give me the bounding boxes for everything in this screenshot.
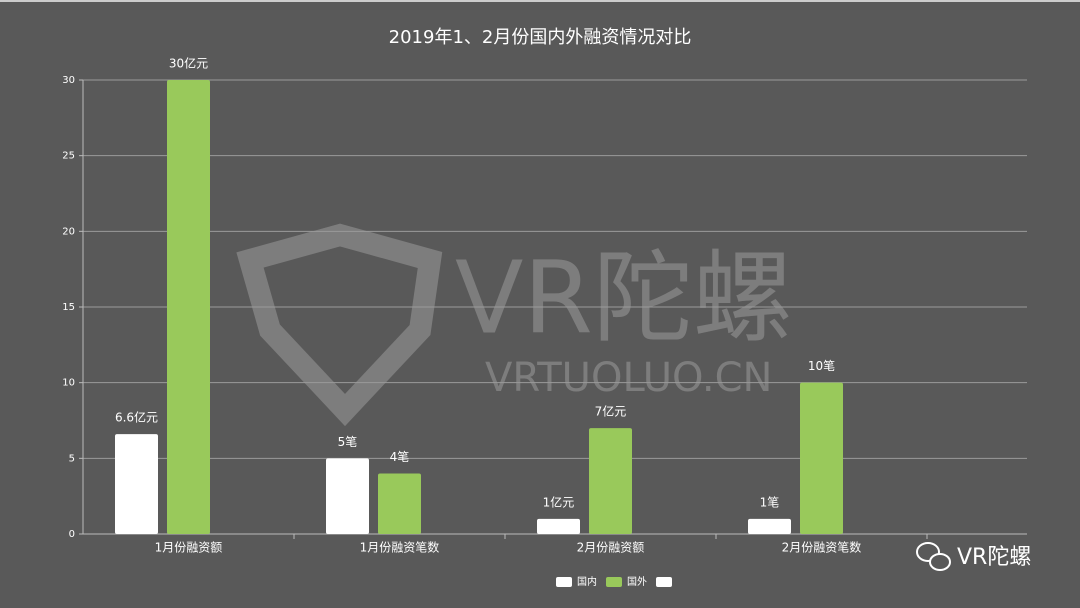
legend-label: 国外 xyxy=(627,576,647,588)
value-label: 4笔 xyxy=(390,449,410,464)
watermark-brand: VR陀螺 xyxy=(455,239,793,356)
y-tick-label: 25 xyxy=(62,151,75,162)
bar xyxy=(589,428,632,534)
bar xyxy=(326,458,369,534)
y-tick-label: 0 xyxy=(69,529,75,540)
logo: VR陀螺 xyxy=(916,542,1031,571)
bar xyxy=(537,518,580,534)
y-tick-label: 5 xyxy=(69,453,75,464)
value-label: 7亿元 xyxy=(595,404,627,419)
bar xyxy=(115,434,158,534)
x-tick-label: 2月份融资笔数 xyxy=(782,540,862,555)
x-tick-label: 1月份融资额 xyxy=(155,541,223,555)
legend-swatch xyxy=(656,577,672,587)
watermark-url: VRTUOLUO.CN xyxy=(485,355,772,401)
y-tick-label: 20 xyxy=(62,226,75,237)
logo-icon xyxy=(916,542,940,562)
value-label: 6.6亿元 xyxy=(115,410,158,425)
bar xyxy=(378,473,421,534)
y-tick-label: 30 xyxy=(62,75,75,86)
value-label: 10笔 xyxy=(808,358,835,373)
y-tick-label: 15 xyxy=(62,302,75,313)
logo-icon xyxy=(929,553,951,571)
y-tick-label: 10 xyxy=(62,378,75,389)
bar xyxy=(800,382,843,534)
top-border xyxy=(0,0,1080,2)
logo-text: VR陀螺 xyxy=(957,545,1031,570)
value-label: 1亿元 xyxy=(543,494,575,509)
x-tick-label: 1月份融资笔数 xyxy=(360,540,440,555)
value-label: 30亿元 xyxy=(169,56,208,71)
value-label: 5笔 xyxy=(338,434,358,449)
value-label: 1笔 xyxy=(760,494,780,509)
legend-label: 国内 xyxy=(577,575,597,588)
x-tick-label: 2月份融资额 xyxy=(577,541,645,555)
watermark-shield xyxy=(236,223,443,427)
legend-swatch xyxy=(556,577,572,587)
legend-swatch xyxy=(606,577,622,587)
bar xyxy=(748,518,791,534)
chart-title: 2019年1、2月份国内外融资情况对比 xyxy=(389,27,692,48)
bar xyxy=(167,80,210,534)
watermark: VR陀螺 VRTUOLUO.CN xyxy=(236,223,793,427)
